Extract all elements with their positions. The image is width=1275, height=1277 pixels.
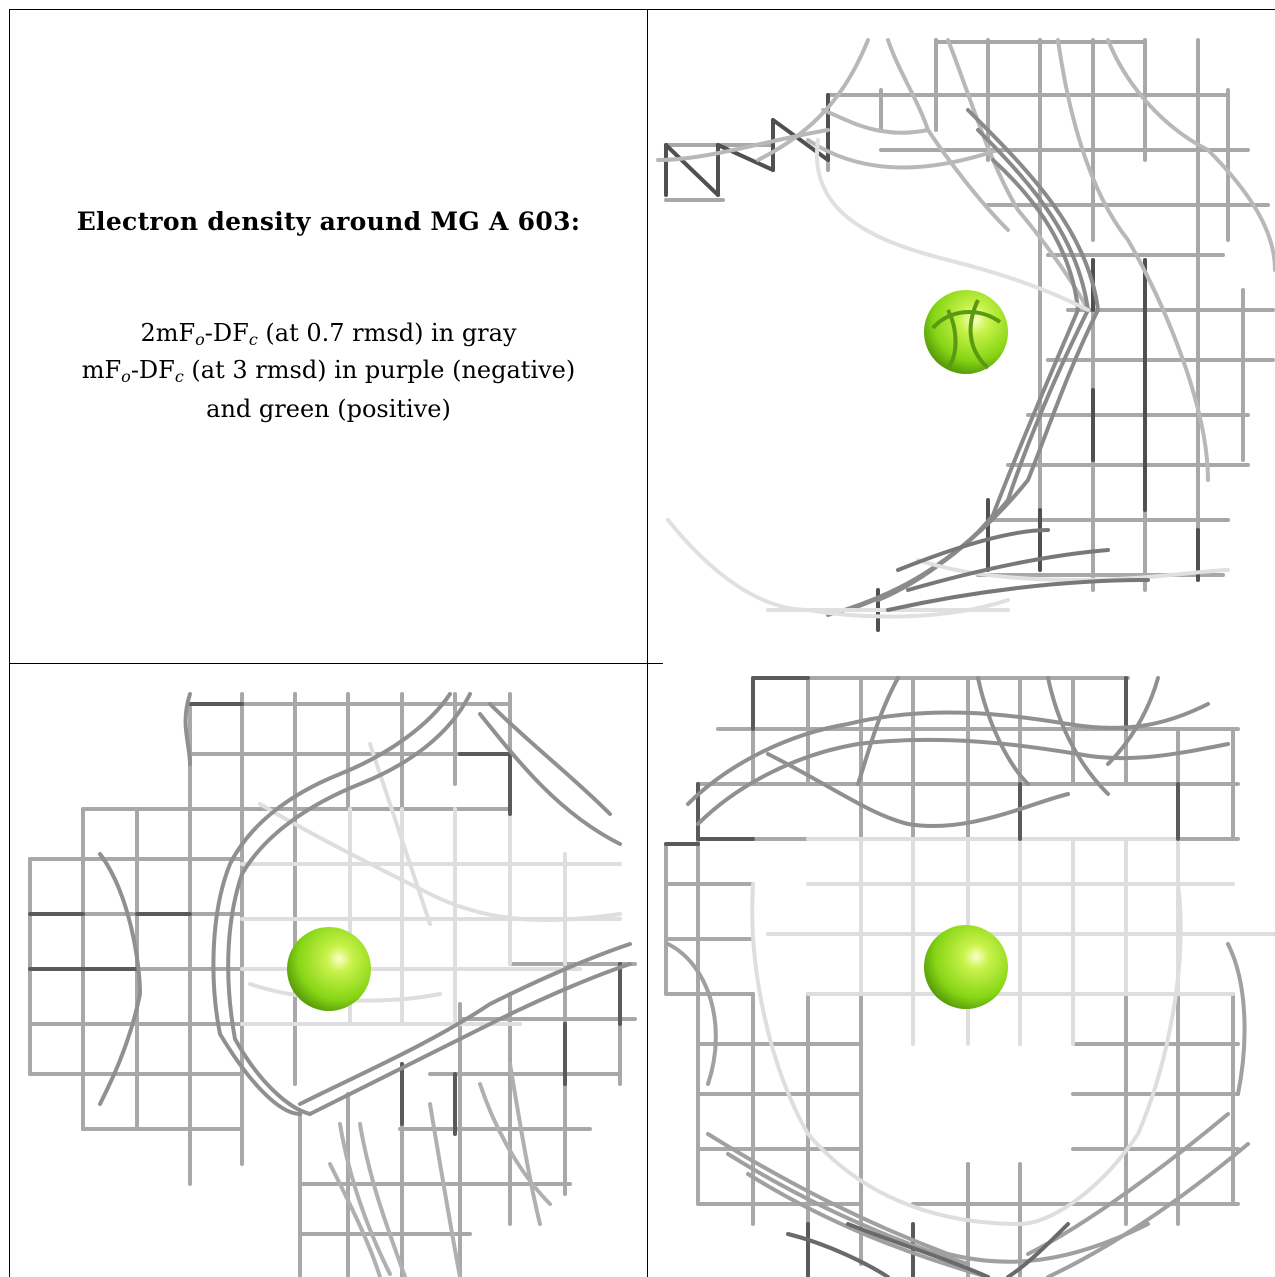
density-mesh-gray — [664, 676, 1275, 1277]
density-mesh-gray — [28, 692, 637, 1277]
figure-title: Electron density around MG A 603: — [76, 207, 581, 236]
legend-panel: Electron density around MG A 603: 2mFo-D… — [10, 10, 647, 663]
mg-atom — [287, 927, 371, 1011]
frame-left-line — [9, 10, 10, 1277]
frame-top-line — [9, 9, 1275, 10]
mesh-view-2 — [28, 692, 637, 1277]
density-view-2 — [10, 664, 647, 1277]
density-view-3 — [648, 664, 1275, 1277]
mesh-view-1 — [656, 38, 1275, 632]
frame-middle-line — [647, 10, 648, 1277]
caption-line-2: mFo-DFc (at 3 rmsd) in purple (negative) — [81, 356, 576, 386]
mg-atom — [924, 290, 1008, 374]
density-view-1 — [648, 10, 1275, 663]
mg-atom — [924, 925, 1008, 1009]
caption-line-3: and green (positive) — [206, 395, 451, 423]
caption-line-1: 2mFo-DFc (at 0.7 rmsd) in gray — [140, 319, 517, 349]
mesh-view-3 — [664, 676, 1275, 1277]
density-mesh-gray — [656, 38, 1275, 632]
frame-middle-line-h — [9, 663, 663, 664]
